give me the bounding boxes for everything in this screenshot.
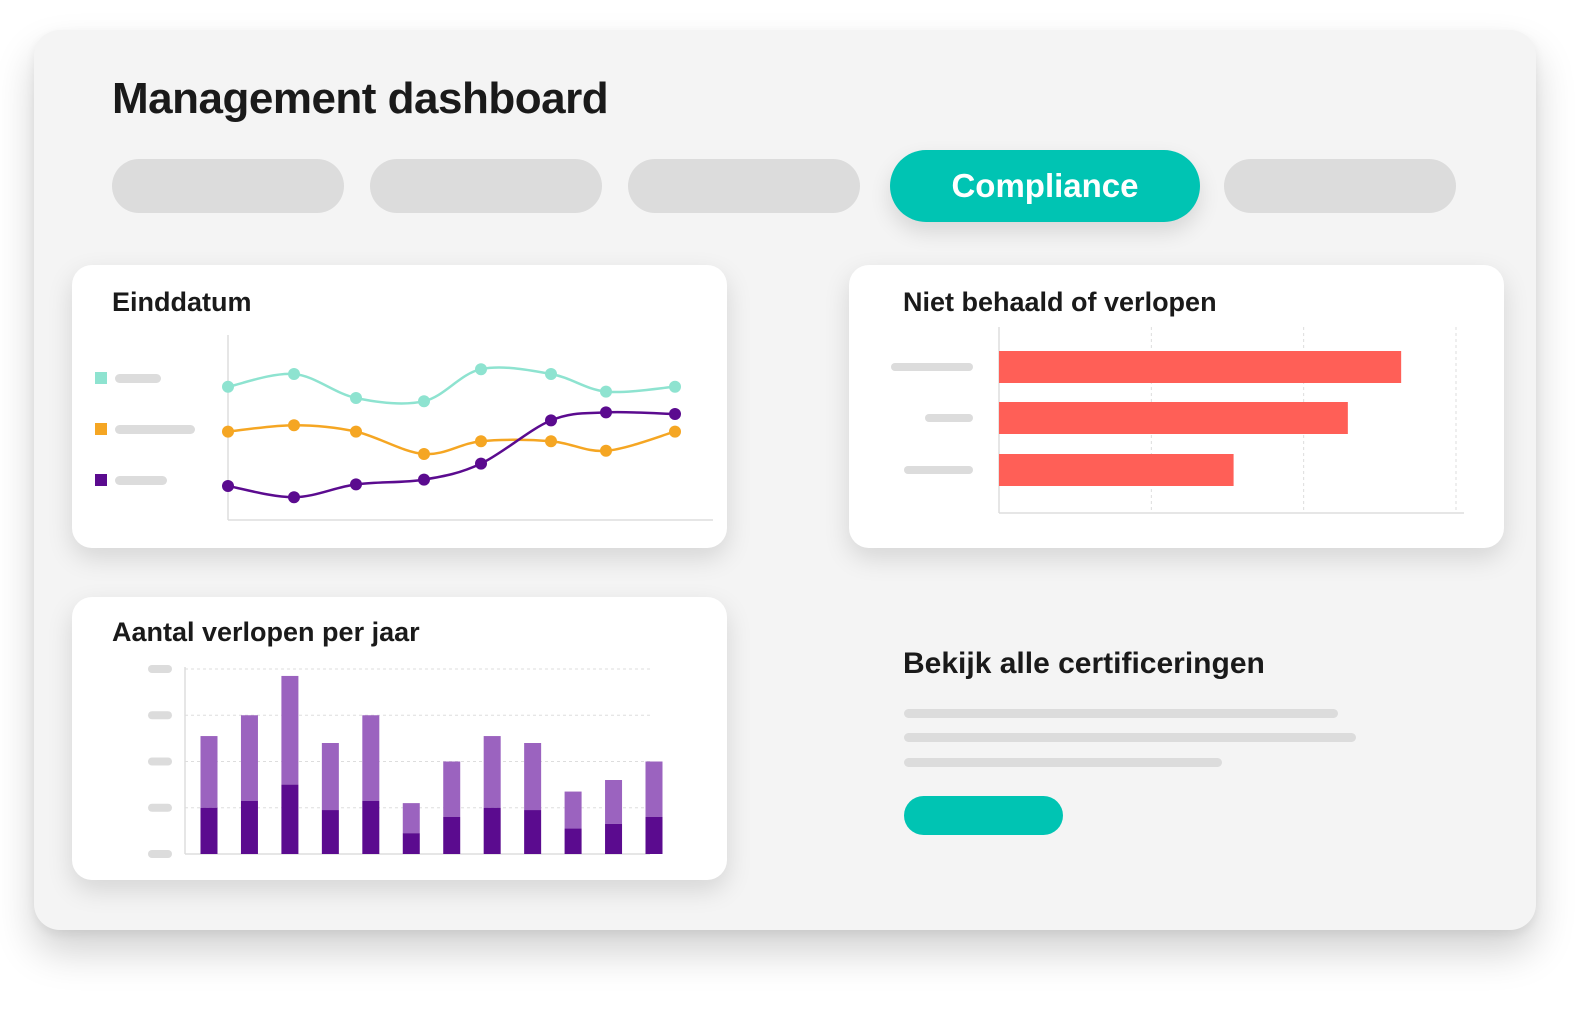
card-einddatum[interactable]: Einddatum <box>72 265 727 548</box>
series-1-point-1 <box>288 419 300 432</box>
text-line-3 <box>904 758 1222 767</box>
bar-4-bottom-segment <box>362 800 380 854</box>
series-2-point-1 <box>288 491 300 504</box>
series-0-point-1 <box>288 368 300 380</box>
bar-9-top-segment <box>564 791 582 829</box>
series-1-point-5 <box>545 435 557 448</box>
bar-6-bottom-segment <box>443 817 461 854</box>
bekijk-certificeringen-button[interactable] <box>904 796 1063 835</box>
bar-label-placeholder-0 <box>891 363 973 371</box>
bar-0 <box>999 351 1402 383</box>
series-0-point-0 <box>222 380 234 393</box>
series-1-point-7 <box>669 425 681 438</box>
series-1-point-6 <box>600 444 612 457</box>
legend-swatch-purple <box>95 474 107 486</box>
tick-label-placeholder-1 <box>148 803 172 812</box>
bar-8-bottom-segment <box>524 810 542 854</box>
card-aantal-verlopen[interactable]: Aantal verlopen per jaar <box>72 597 727 880</box>
bar-5-top-segment <box>402 803 420 834</box>
tick-label-placeholder-0 <box>148 850 172 858</box>
niet-behaald-bar-chart <box>891 327 1464 514</box>
series-2-point-2 <box>350 478 362 491</box>
series-1-point-3 <box>418 448 430 460</box>
series-0-point-5 <box>545 368 557 380</box>
bar-label-placeholder-2 <box>904 466 973 474</box>
bar-8-top-segment <box>524 743 542 811</box>
legend-label-teal <box>115 374 161 383</box>
tab-compliance[interactable]: Compliance <box>890 150 1200 222</box>
card-niet-behaald[interactable]: Niet behaald of verlopen <box>849 265 1504 548</box>
bar-2 <box>999 454 1234 486</box>
legend-swatch-orange <box>95 423 107 435</box>
series-2-point-5 <box>545 414 557 427</box>
tab-1[interactable] <box>112 159 344 213</box>
bar-label-placeholder-1 <box>925 414 973 422</box>
series-0-point-3 <box>418 395 430 408</box>
legend-label-purple <box>115 476 167 485</box>
bar-10-top-segment <box>605 780 623 824</box>
tick-label-placeholder-3 <box>148 711 172 720</box>
tick-label-placeholder-4 <box>148 665 172 673</box>
certificeringen-title: Bekijk alle certificeringen <box>903 647 1265 680</box>
series-2-point-0 <box>222 480 234 492</box>
bar-6-top-segment <box>443 761 461 817</box>
series-0-point-6 <box>600 385 612 398</box>
bar-4-top-segment <box>362 715 380 801</box>
dashboard-panel: Management dashboard Compliance Einddatu… <box>34 30 1536 930</box>
bar-1 <box>999 402 1348 434</box>
series-0-point-4 <box>475 363 487 376</box>
text-line-2 <box>904 733 1356 742</box>
series-0-point-2 <box>350 392 362 404</box>
bar-3-bottom-segment <box>321 810 339 854</box>
card-title-aantal-verlopen: Aantal verlopen per jaar <box>112 617 420 647</box>
tab-3[interactable] <box>628 159 860 213</box>
bar-0-top-segment <box>200 736 218 808</box>
card-title-einddatum: Einddatum <box>112 287 252 317</box>
tick-label-placeholder-2 <box>148 757 172 766</box>
series-2-point-6 <box>600 406 612 419</box>
bar-0-bottom-segment <box>200 807 218 854</box>
bar-1-bottom-segment <box>240 800 258 854</box>
page-title: Management dashboard <box>112 74 609 123</box>
bar-11-bottom-segment <box>645 817 663 854</box>
bar-9-bottom-segment <box>564 828 582 854</box>
legend-swatch-teal <box>95 372 107 384</box>
bar-2-top-segment <box>281 675 299 785</box>
series-1-point-0 <box>222 425 234 438</box>
series-1-point-4 <box>475 435 487 448</box>
einddatum-line-chart <box>222 335 713 521</box>
series-0-point-7 <box>669 380 681 393</box>
bar-5-bottom-segment <box>402 833 420 854</box>
series-2-point-3 <box>418 473 430 486</box>
bar-1-top-segment <box>240 715 258 801</box>
bar-10-bottom-segment <box>605 823 623 854</box>
legend-label-orange <box>115 425 195 434</box>
card-title-niet-behaald: Niet behaald of verlopen <box>903 287 1217 317</box>
tab-2[interactable] <box>370 159 602 213</box>
series-1-point-2 <box>350 425 362 438</box>
text-line-1 <box>904 709 1338 718</box>
bar-2-bottom-segment <box>281 784 299 854</box>
bar-11-top-segment <box>645 761 663 817</box>
bar-3-top-segment <box>321 743 339 811</box>
series-2-point-4 <box>475 457 487 470</box>
bar-7-top-segment <box>483 736 501 808</box>
tab-5[interactable] <box>1224 159 1456 213</box>
series-2-point-7 <box>669 408 681 420</box>
bar-7-bottom-segment <box>483 807 501 854</box>
aantal-verlopen-stacked-bar-chart <box>148 665 663 858</box>
